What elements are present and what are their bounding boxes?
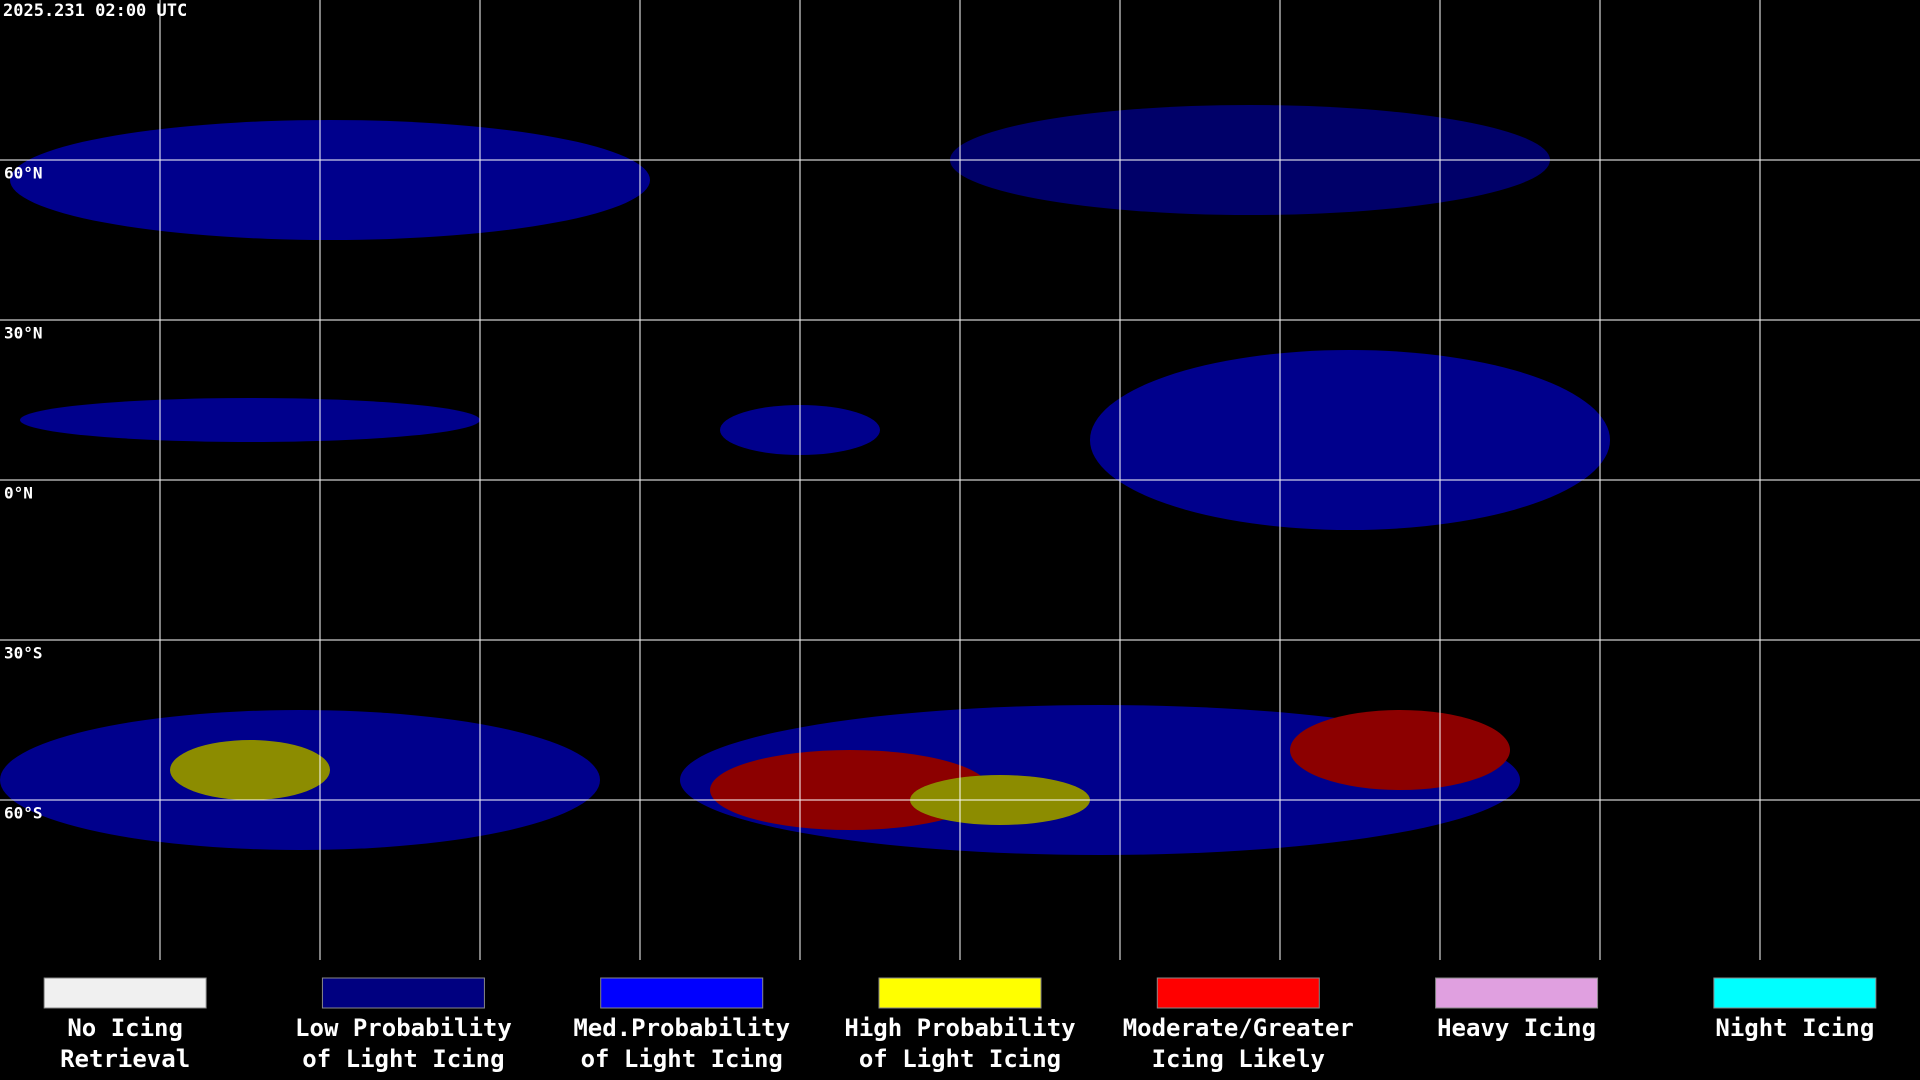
latitude-label: 60°N — [4, 164, 43, 183]
legend-label: Moderate/Greater — [1123, 1014, 1354, 1042]
legend: No Icing Retrieval Low Probability of Light… — [43, 977, 1877, 1073]
latitude-labels: 60°N 30°N 0°N 30°S 60°S — [4, 164, 43, 823]
legend-swatch — [1713, 977, 1877, 1009]
legend-label: Med.Probability — [573, 1014, 790, 1042]
legend-label: Low Probability — [295, 1014, 512, 1042]
patch — [1090, 350, 1610, 530]
legend-label: Heavy Icing — [1437, 1014, 1596, 1042]
patch — [1290, 710, 1510, 790]
latitude-label: 30°N — [4, 324, 43, 343]
latitude-label: 60°S — [4, 804, 43, 823]
legend-swatch — [878, 977, 1042, 1009]
graticule — [0, 0, 1920, 960]
legend-swatch — [600, 977, 764, 1009]
legend-swatch — [1435, 977, 1599, 1009]
patch — [170, 740, 330, 800]
legend-swatch — [43, 977, 207, 1009]
legend-label: of Light Icing — [302, 1045, 504, 1073]
legend-label: High Probability — [844, 1014, 1075, 1042]
icing-patches — [0, 105, 1610, 855]
legend-swatch — [321, 977, 485, 1009]
legend-label: of Light Icing — [859, 1045, 1061, 1073]
legend-label: of Light Icing — [581, 1045, 783, 1073]
legend-label: No Icing — [67, 1014, 183, 1042]
latitude-label: 30°S — [4, 644, 43, 663]
latitude-label: 0°N — [4, 484, 33, 503]
patch — [10, 120, 650, 240]
legend-label: Icing Likely — [1152, 1045, 1325, 1073]
timestamp: 2025.231 02:00 UTC — [3, 1, 187, 21]
legend-label: Night Icing — [1715, 1014, 1874, 1042]
patch — [20, 398, 480, 442]
legend-label: Retrieval — [60, 1045, 190, 1073]
legend-swatch — [1156, 977, 1320, 1009]
